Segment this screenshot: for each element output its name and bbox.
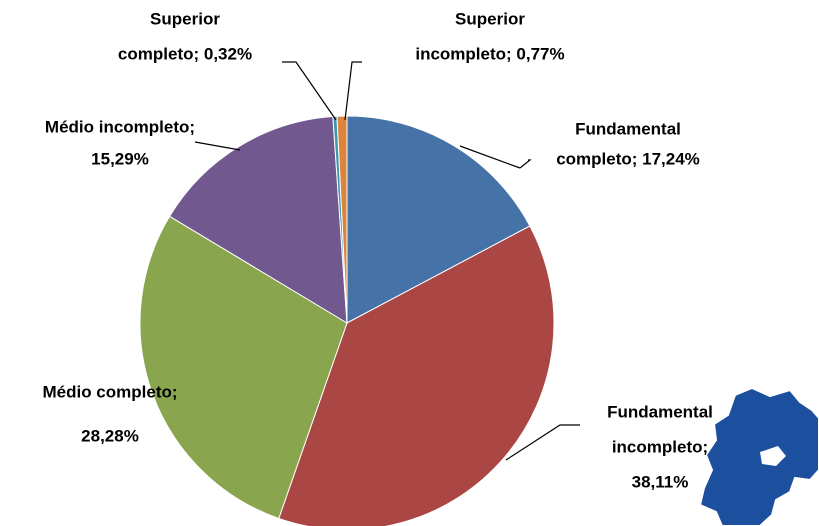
pie-slice	[168, 115, 348, 324]
map-icon	[698, 386, 819, 526]
pie-slice	[336, 115, 348, 324]
data-label: Fundamental	[607, 402, 713, 421]
data-label: 15,29%	[91, 149, 149, 168]
data-label: completo; 0,32%	[118, 44, 252, 63]
data-label: Fundamental	[575, 119, 681, 138]
leader-line	[194, 141, 241, 151]
data-label: 38,11%	[632, 472, 689, 491]
data-label: completo; 17,24%	[556, 149, 700, 168]
data-label: incompleto; 0,77%	[415, 44, 564, 63]
data-label: Superior	[150, 9, 220, 28]
data-label: Superior	[455, 9, 525, 28]
pie-slice	[278, 225, 555, 526]
data-label: Médio completo;	[42, 382, 177, 401]
pie-slice	[346, 115, 531, 324]
leader-line	[344, 61, 362, 121]
leader-line	[459, 145, 532, 169]
data-label: Médio incompleto;	[45, 117, 195, 136]
pie-slice	[139, 215, 348, 520]
map-icon-hole	[760, 446, 786, 466]
data-label: incompleto;	[612, 437, 708, 456]
leader-line	[282, 61, 337, 121]
data-label: 28,28%	[81, 426, 139, 445]
leader-line	[505, 424, 580, 461]
